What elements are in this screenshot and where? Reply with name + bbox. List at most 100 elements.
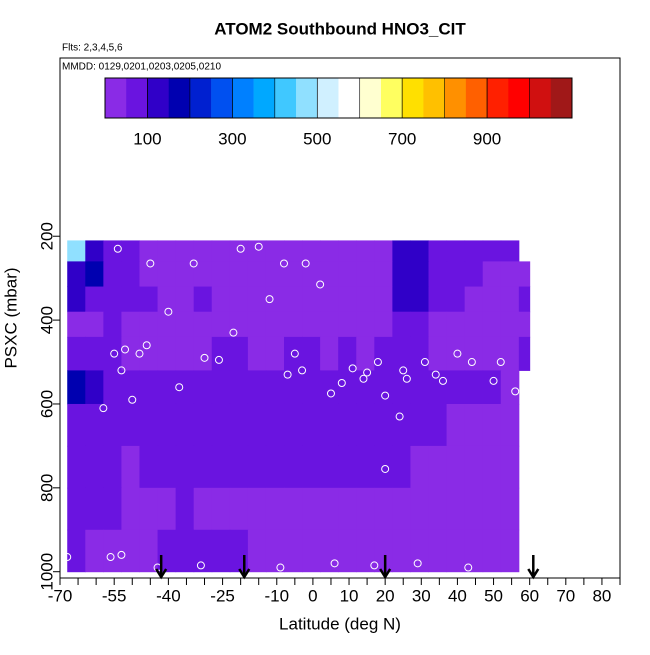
- heat-cell: [338, 311, 357, 338]
- x-tick-label: 10: [340, 586, 359, 605]
- heat-cell: [85, 445, 104, 489]
- heat-cell: [284, 487, 303, 531]
- y-tick-label: 600: [37, 390, 56, 418]
- heat-cell: [247, 311, 267, 338]
- heat-cell: [302, 286, 321, 313]
- flight-point: [511, 387, 520, 396]
- heat-cell: [211, 445, 231, 489]
- heat-cell: [338, 336, 357, 371]
- flight-point: [189, 259, 198, 268]
- heat-cell: [392, 487, 411, 531]
- heat-cell: [121, 286, 140, 313]
- heat-cell: [121, 311, 140, 338]
- heat-cell: [356, 487, 375, 531]
- heat-cell: [500, 240, 520, 262]
- flight-point: [316, 280, 325, 289]
- heat-cell: [229, 370, 249, 405]
- flight-point: [142, 341, 151, 350]
- heat-cell: [67, 261, 86, 288]
- heat-cell: [500, 403, 520, 447]
- heat-cell: [175, 311, 195, 338]
- flight-point: [290, 349, 299, 358]
- heat-cell: [320, 529, 339, 573]
- heat-cell: [446, 240, 466, 262]
- arrow: [238, 555, 251, 580]
- heat-cell: [338, 487, 357, 531]
- colorbar-segment: [550, 78, 573, 118]
- heat-cell: [211, 261, 231, 288]
- heat-cell: [175, 286, 195, 313]
- heat-cell: [374, 240, 393, 262]
- heat-cell: [85, 529, 104, 573]
- heat-cell: [193, 370, 213, 405]
- heat-cell: [67, 445, 86, 489]
- colorbar-segment: [105, 78, 127, 118]
- heat-cell: [392, 445, 411, 489]
- heat-cell: [320, 336, 339, 371]
- flight-point: [326, 389, 335, 398]
- heat-cell: [139, 487, 159, 531]
- heat-cell: [428, 286, 448, 313]
- heat-cell: [284, 311, 303, 338]
- heat-cell: [229, 286, 249, 313]
- heat-cell: [157, 261, 177, 288]
- heat-cell: [211, 240, 231, 262]
- flight-point: [337, 379, 346, 387]
- heat-cell: [193, 529, 213, 573]
- heat-cell: [121, 336, 140, 371]
- flight-point: [464, 563, 473, 572]
- heat-cell: [247, 286, 267, 313]
- y-tick-label: 800: [37, 474, 56, 502]
- heat-cell: [211, 286, 231, 313]
- heat-cell: [518, 336, 531, 371]
- heat-cell: [103, 487, 122, 531]
- heat-cell: [193, 311, 213, 338]
- heat-cell: [302, 240, 321, 262]
- heat-cell: [392, 261, 411, 288]
- heat-cell: [482, 445, 502, 489]
- flight-point: [175, 383, 184, 392]
- flight-point: [420, 358, 429, 367]
- heat-cell: [482, 286, 502, 313]
- heat-cell: [410, 336, 430, 371]
- heat-cell: [446, 529, 466, 573]
- heat-cell: [247, 403, 267, 447]
- heat-cell: [392, 240, 411, 262]
- heat-cell: [428, 240, 448, 262]
- heat-cell: [284, 286, 303, 313]
- flight-point: [431, 370, 440, 379]
- colorbar-tick-label: 700: [388, 129, 416, 148]
- heat-cell: [175, 261, 195, 288]
- colorbar-segment: [296, 78, 318, 118]
- heat-cell: [121, 261, 140, 288]
- heat-cell: [320, 370, 339, 405]
- heat-cell: [175, 529, 195, 573]
- flight-point: [301, 259, 310, 268]
- heat-cell: [157, 445, 177, 489]
- colorbar-tick-label: 500: [303, 129, 331, 148]
- heat-cell: [139, 240, 159, 262]
- heat-cell: [500, 261, 520, 288]
- flight-point: [399, 366, 408, 375]
- heat-cell: [338, 403, 357, 447]
- colorbar-segment: [147, 78, 169, 118]
- heat-cell: [247, 370, 267, 405]
- heat-cell: [157, 336, 177, 371]
- heat-cell: [67, 529, 86, 573]
- flight-point: [467, 358, 476, 367]
- heat-cell: [428, 261, 448, 288]
- colorbar-segment: [232, 78, 254, 118]
- plot-frame: [59, 57, 621, 579]
- x-axis-label: Latitude (deg N): [279, 614, 401, 633]
- annotation: MMDD: 0129,0201,0203,0205,0210: [62, 62, 221, 73]
- heat-cell: [265, 261, 285, 288]
- heat-cell: [410, 445, 430, 489]
- heat-cell: [103, 370, 122, 405]
- x-tick-label: -40: [156, 586, 181, 605]
- flight-point: [330, 559, 339, 568]
- x-tick-label: -55: [102, 586, 127, 605]
- colorbar-segment: [529, 78, 552, 118]
- colorbar-segment: [211, 78, 233, 118]
- heat-cell: [175, 487, 195, 531]
- flight-point: [229, 328, 238, 337]
